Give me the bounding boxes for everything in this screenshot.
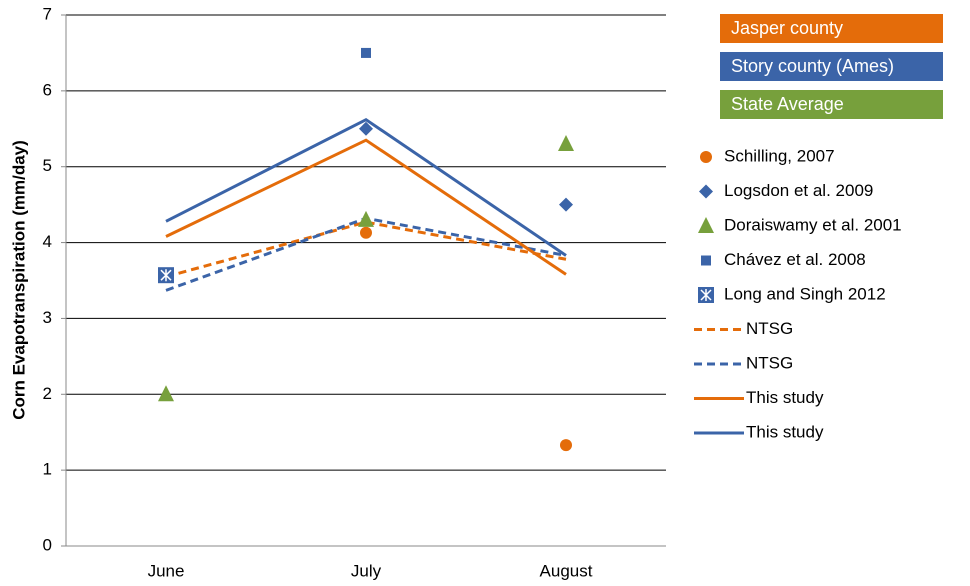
group-label: Jasper county (731, 18, 843, 38)
data-point (560, 439, 572, 452)
data-point (361, 47, 371, 58)
legend-label: Schilling, 2007 (724, 146, 835, 165)
group-label: Story county (Ames) (731, 56, 894, 76)
y-tick-label: 4 (43, 232, 52, 251)
series-line (165, 220, 567, 279)
legend-label: NTSG (746, 353, 793, 372)
data-point (558, 134, 574, 151)
legend-label: Chávez et al. 2008 (724, 250, 866, 269)
series-line (165, 138, 567, 276)
data-point (359, 121, 373, 136)
y-tick-label: 2 (43, 384, 52, 403)
legend-marker (699, 184, 713, 199)
data-point (360, 226, 372, 239)
legend-marker (698, 287, 714, 303)
y-tick-label: 1 (43, 460, 52, 479)
legend-label: This study (746, 422, 824, 441)
y-tick-label: 3 (43, 308, 52, 327)
legend-label: Logsdon et al. 2009 (724, 181, 873, 200)
legend-label: This study (746, 388, 824, 407)
data-point (358, 210, 374, 227)
legend-label: Doraiswamy et al. 2001 (724, 215, 902, 234)
legend-marker (700, 151, 712, 163)
marker-cross (160, 269, 172, 282)
group-box (720, 52, 943, 81)
data-point (158, 385, 174, 402)
x-tick-label: August (540, 561, 593, 580)
data-point (158, 267, 174, 284)
group-box (720, 90, 943, 119)
group-box (720, 14, 943, 43)
x-tick-label: July (351, 561, 382, 580)
series-line (165, 117, 567, 257)
legend-marker (701, 255, 711, 266)
group-label: State Average (731, 94, 844, 114)
marker-cross (700, 289, 712, 301)
y-axis-label: Corn Evapotranspiration (mm/day) (9, 140, 28, 420)
y-tick-label: 5 (43, 156, 52, 175)
y-tick-label: 7 (43, 4, 52, 23)
y-tick-label: 0 (43, 535, 52, 554)
y-tick-label: 6 (43, 80, 52, 99)
legend-label: Long and Singh 2012 (724, 284, 886, 303)
x-tick-label: June (148, 561, 185, 580)
legend-label: NTSG (746, 319, 793, 338)
legend-marker (698, 217, 714, 233)
data-point (559, 197, 573, 212)
